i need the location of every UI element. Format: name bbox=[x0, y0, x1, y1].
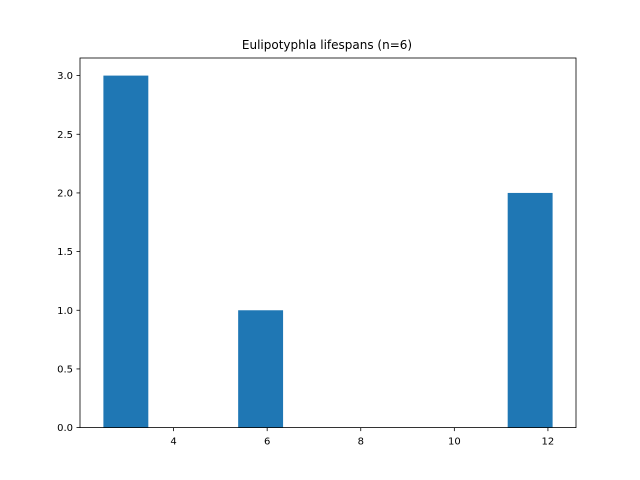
histogram-bar-3 bbox=[238, 310, 284, 428]
plot-frame bbox=[79, 57, 577, 429]
y-tick-label-0: 0.0 bbox=[57, 423, 73, 434]
x-tick-label-4: 12 bbox=[542, 437, 555, 448]
x-tick-label-2: 8 bbox=[358, 437, 364, 448]
y-tick-label-6: 3.0 bbox=[57, 71, 73, 82]
y-tick-label-3: 1.5 bbox=[57, 247, 73, 258]
histogram-bar-9 bbox=[507, 192, 553, 428]
histogram-bar-0 bbox=[103, 75, 149, 428]
y-tick-label-4: 2.0 bbox=[57, 188, 73, 199]
x-tick-label-0: 4 bbox=[170, 437, 176, 448]
y-tick-label-2: 1.0 bbox=[57, 306, 73, 317]
bars-group bbox=[103, 75, 553, 428]
y-tick-label-1: 0.5 bbox=[57, 364, 73, 375]
y-axis: 0.0 0.5 1.0 1.5 2.0 2.5 3.0 bbox=[57, 71, 80, 434]
x-tick-label-3: 10 bbox=[448, 437, 461, 448]
y-tick-label-5: 2.5 bbox=[57, 130, 73, 141]
chart-title: Eulipotyphla lifespans (n=6) bbox=[242, 38, 412, 52]
x-axis: 4 6 8 10 12 bbox=[170, 427, 555, 448]
x-tick-label-1: 6 bbox=[264, 437, 270, 448]
